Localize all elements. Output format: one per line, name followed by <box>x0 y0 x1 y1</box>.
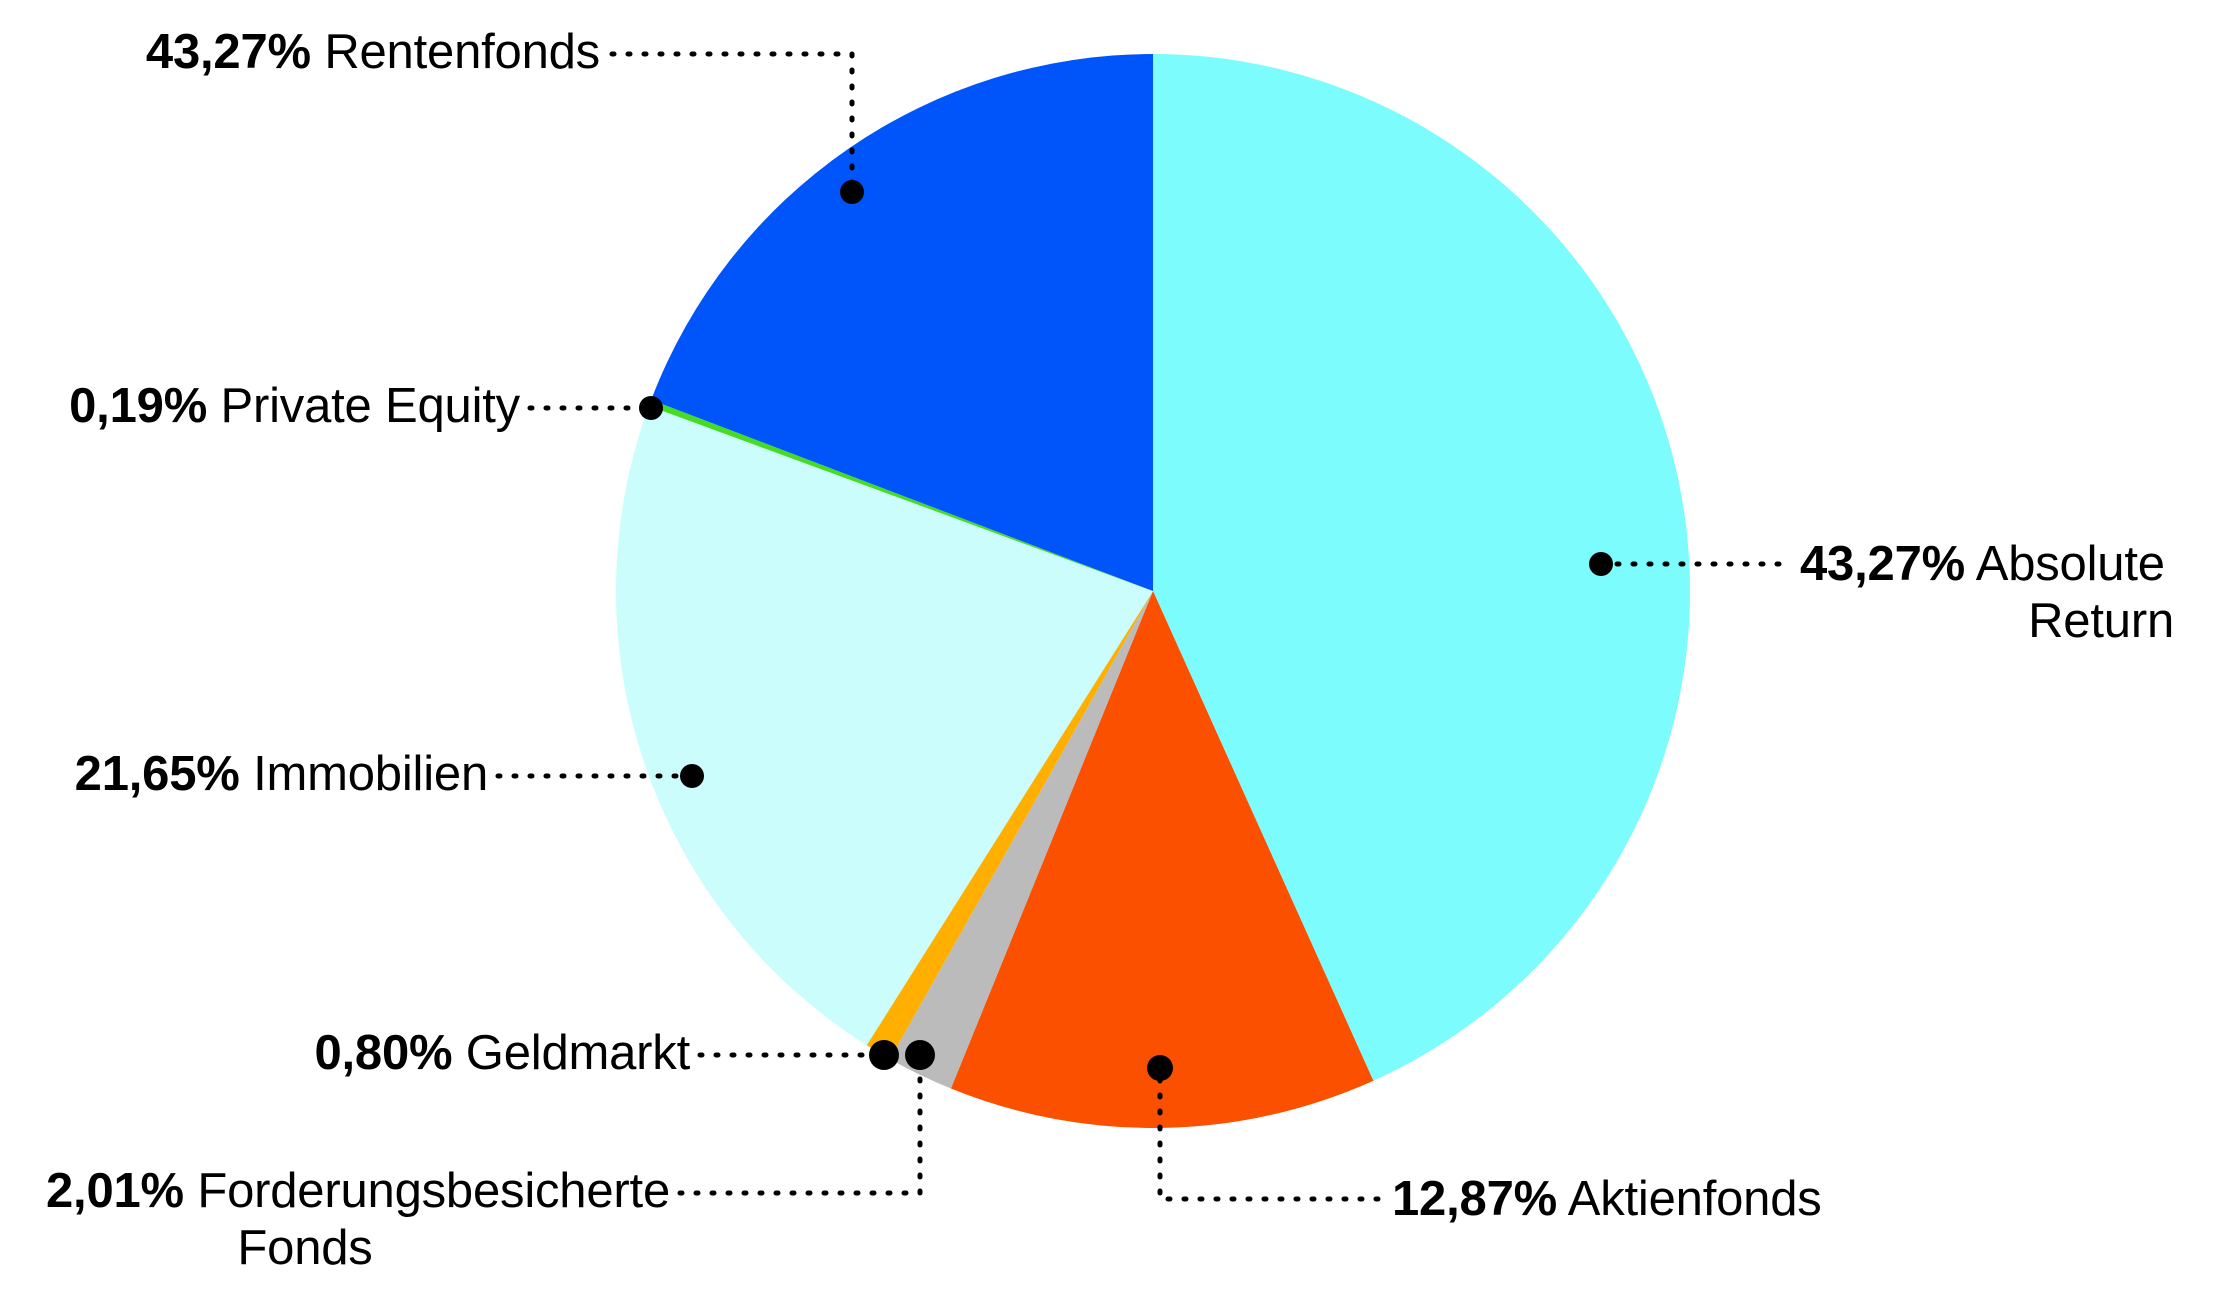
callout-immobilien: 21,65% Immobilien <box>0 746 489 803</box>
pie-slice-geldmarkt[interactable] <box>866 591 1153 1060</box>
callout-private-equity-pct: 0,19% <box>69 379 208 433</box>
leader-dot-absolute-return <box>1589 552 1613 576</box>
leader-dot-geldmarkt <box>869 1040 899 1070</box>
callout-forderungsbesicherte: 2,01% Forderungsbesicherte Fonds <box>30 1163 670 1277</box>
pie-slice-private-equity[interactable] <box>648 399 1153 591</box>
pie-slice-absolute-return[interactable] <box>1153 54 1690 1081</box>
pie-slice-forderungsbesicherte-fonds[interactable] <box>889 591 1153 1089</box>
callout-geldmarkt: 0,80% Geldmarkt <box>120 1025 690 1082</box>
leader-dot-forderungsbesicherte <box>905 1040 935 1070</box>
leader-line-rentenfonds <box>609 51 855 195</box>
callout-forderungsbesicherte-name: Forderungsbesicherte <box>197 1164 670 1218</box>
pie-slices-group <box>616 53 1690 1128</box>
leader-dot-rentenfonds <box>840 180 864 204</box>
pie-slice-aktienfonds[interactable] <box>950 591 1374 1128</box>
callout-rentenfonds-name: Rentenfonds <box>324 25 600 79</box>
callout-rentenfonds-pct: 43,27% <box>145 25 311 79</box>
pie-slice-immobilien[interactable] <box>616 405 1153 1046</box>
callout-absolute-return-name: Absolute <box>1975 537 2165 591</box>
callout-forderungsbesicherte-name2: Fonds <box>237 1221 373 1275</box>
callout-immobilien-name: Immobilien <box>253 747 488 801</box>
callout-aktienfonds-name: Aktienfonds <box>1567 1172 1822 1226</box>
leader-dot-private-equity <box>639 396 663 420</box>
callout-aktienfonds: 12,87% Aktienfonds <box>1392 1171 2092 1228</box>
callout-private-equity: 0,19% Private Equity <box>0 378 520 435</box>
leader-lines-group <box>495 51 1793 1202</box>
callout-aktienfonds-pct: 12,87% <box>1392 1172 1557 1226</box>
leader-dot-aktienfonds <box>1147 1055 1173 1081</box>
callout-forderungsbesicherte-pct: 2,01% <box>45 1164 184 1218</box>
callout-absolute-return-name2: Return <box>2028 594 2174 648</box>
callout-absolute-return: 43,27% Absolute Return <box>1800 536 2200 650</box>
callout-rentenfonds: 43,27% Rentenfonds <box>40 24 600 81</box>
leader-line-forderungsbesicherte <box>677 1059 923 1196</box>
leader-dot-immobilien <box>680 764 704 788</box>
callout-immobilien-pct: 21,65% <box>74 747 240 801</box>
pie-slice-rentenfonds[interactable] <box>651 53 1153 591</box>
callout-geldmarkt-name: Geldmarkt <box>465 1026 690 1080</box>
callout-absolute-return-pct: 43,27% <box>1800 537 1965 591</box>
callout-private-equity-name: Private Equity <box>220 379 520 433</box>
callout-geldmarkt-pct: 0,80% <box>314 1026 453 1080</box>
